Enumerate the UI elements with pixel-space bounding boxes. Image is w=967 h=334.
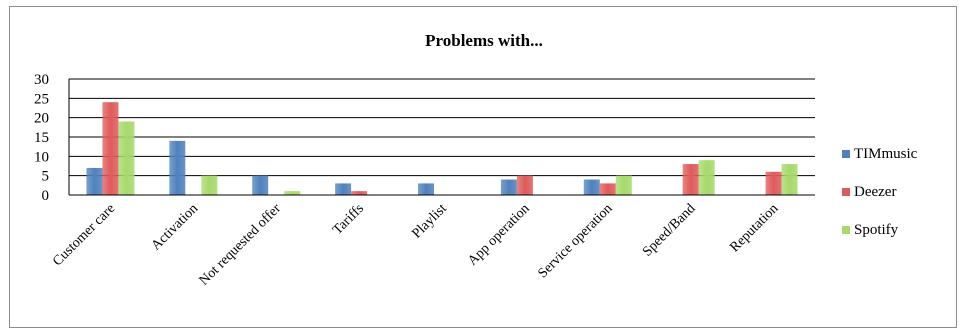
x-tick-label: Reputation — [727, 201, 781, 255]
bar-timmusic-0 — [86, 167, 103, 195]
y-axis-ticks: 0 5 10 15 20 25 30 — [34, 72, 49, 204]
bar-timmusic-5 — [500, 179, 517, 195]
bars — [69, 102, 815, 196]
bar-timmusic-6 — [583, 179, 600, 195]
bar-deezer-8 — [765, 171, 782, 195]
legend-swatch-spotify — [842, 226, 850, 234]
chart-frame — [9, 6, 957, 328]
bar-timmusic-2 — [252, 175, 269, 195]
bar-deezer-5 — [516, 175, 533, 195]
bar-timmusic-1 — [169, 140, 186, 195]
x-tick-label: Customer care — [50, 201, 118, 269]
x-tick-label: Tariffs — [330, 201, 367, 238]
x-tick-label: Playlist — [410, 201, 450, 241]
bar-spotify-0 — [118, 121, 135, 195]
bar-spotify-7 — [698, 160, 715, 195]
bar-timmusic-4 — [418, 183, 434, 195]
legend-swatch-timmusic — [842, 150, 850, 158]
y-tick-label: 30 — [34, 72, 49, 88]
legend: TIMmusic Deezer Spotify — [842, 146, 918, 238]
x-tick-label: Speed/Band — [640, 201, 698, 259]
y-tick-label: 0 — [42, 188, 50, 204]
bar-deezer-3 — [351, 191, 368, 195]
bar-spotify-2 — [284, 191, 301, 195]
legend-label-spotify: Spotify — [854, 222, 899, 238]
bar-deezer-6 — [599, 183, 616, 195]
y-tick-label: 15 — [34, 130, 49, 146]
x-tick-label: Service operation — [535, 201, 615, 281]
bar-deezer-7 — [682, 164, 699, 195]
bar-spotify-1 — [201, 175, 218, 195]
y-tick-label: 25 — [34, 91, 49, 107]
bar-deezer-0 — [102, 102, 119, 195]
y-tick-label: 10 — [34, 149, 49, 165]
x-tick-label: Not requested offer — [197, 201, 285, 289]
bar-spotify-8 — [781, 164, 798, 195]
chart-title: Problems with... — [425, 31, 543, 50]
x-tick-label: Activation — [149, 201, 201, 253]
x-tick-label: App operation — [465, 201, 533, 269]
legend-swatch-deezer — [842, 188, 850, 196]
bar-timmusic-3 — [335, 183, 352, 195]
bar-spotify-6 — [615, 175, 632, 195]
legend-label-timmusic: TIMmusic — [854, 146, 918, 162]
y-tick-label: 20 — [34, 111, 49, 127]
legend-label-deezer: Deezer — [854, 184, 896, 200]
y-tick-label: 5 — [42, 169, 50, 185]
